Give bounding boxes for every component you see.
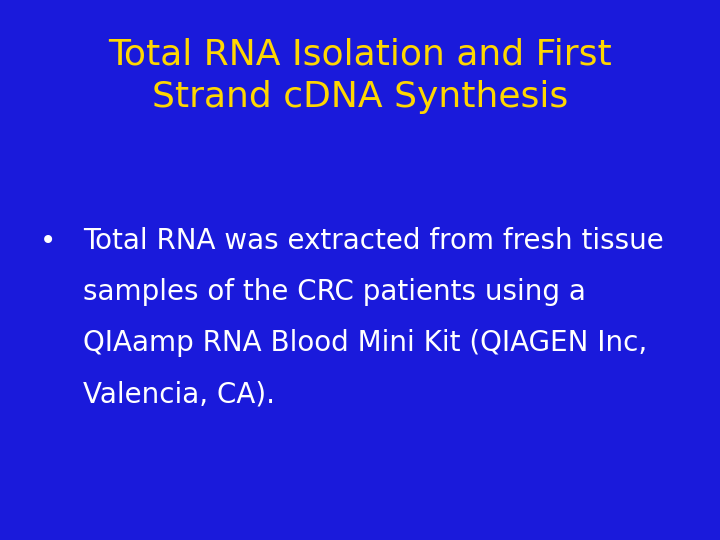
Text: QIAamp RNA Blood Mini Kit (QIAGEN Inc,: QIAamp RNA Blood Mini Kit (QIAGEN Inc, [83,329,647,357]
Text: Total RNA Isolation and First
Strand cDNA Synthesis: Total RNA Isolation and First Strand cDN… [108,38,612,114]
Text: samples of the CRC patients using a: samples of the CRC patients using a [83,278,585,306]
Text: Total RNA was extracted from fresh tissue: Total RNA was extracted from fresh tissu… [83,227,664,255]
Text: Valencia, CA).: Valencia, CA). [83,381,275,409]
Text: •: • [40,227,56,255]
